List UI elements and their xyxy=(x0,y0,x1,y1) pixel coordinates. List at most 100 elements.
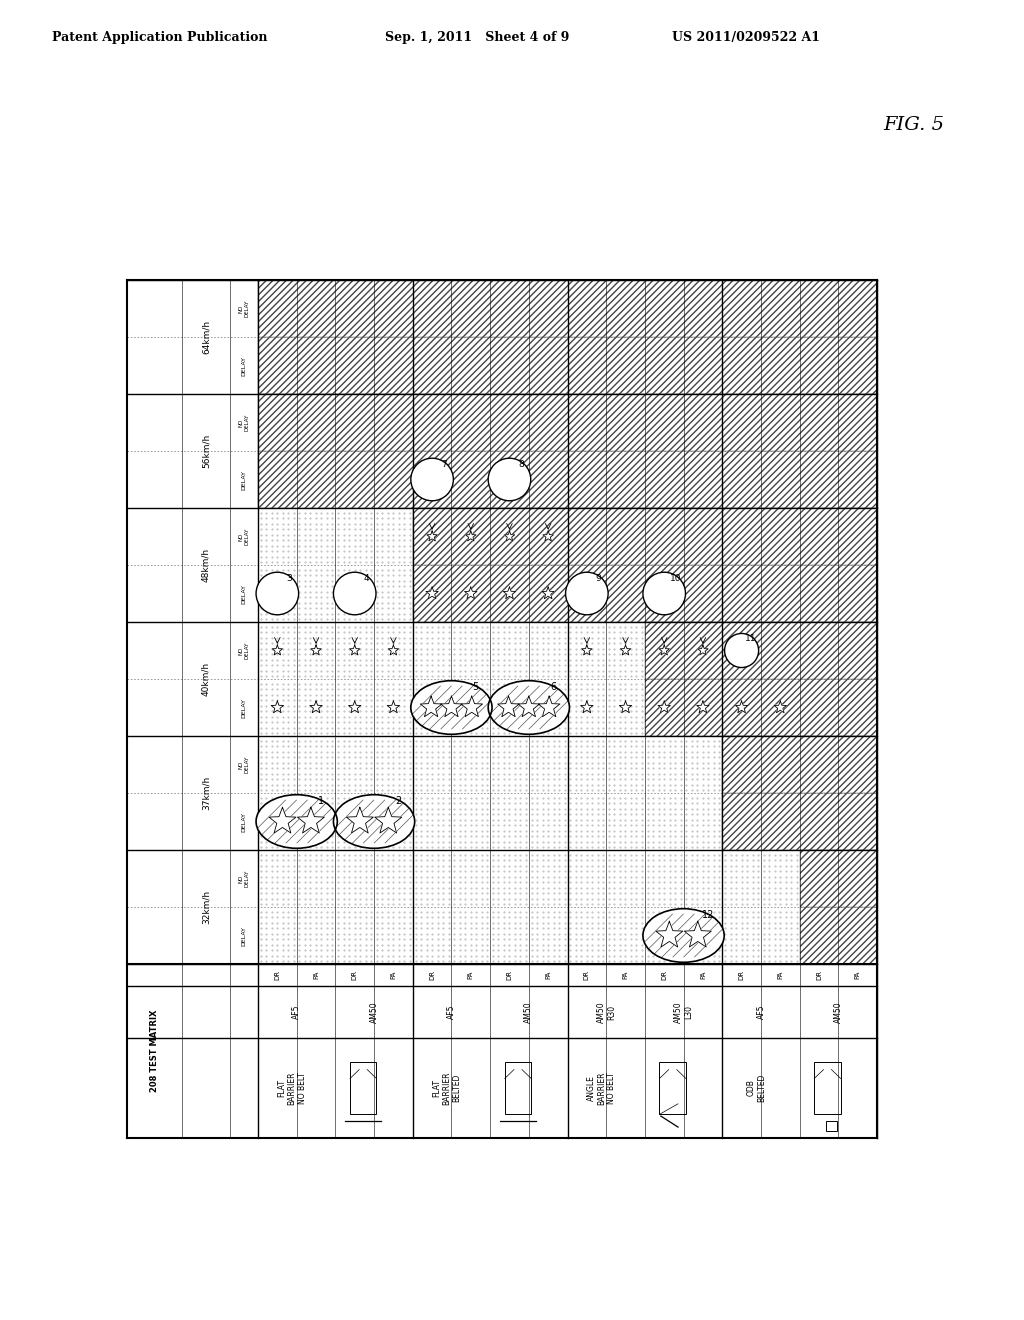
Polygon shape xyxy=(346,808,374,833)
Polygon shape xyxy=(620,701,632,713)
Text: DELAY: DELAY xyxy=(242,925,247,945)
Text: 6: 6 xyxy=(550,682,556,693)
Polygon shape xyxy=(498,696,519,717)
Text: 11: 11 xyxy=(745,634,757,643)
Polygon shape xyxy=(543,531,553,541)
Text: 7: 7 xyxy=(441,461,446,469)
Text: PA: PA xyxy=(623,970,629,979)
Text: 8: 8 xyxy=(518,461,524,469)
Bar xyxy=(413,508,877,565)
Text: 32km/h: 32km/h xyxy=(202,890,211,924)
Text: 40km/h: 40km/h xyxy=(202,661,211,696)
Polygon shape xyxy=(658,701,671,713)
Text: AM50
R30: AM50 R30 xyxy=(597,1001,615,1023)
Polygon shape xyxy=(349,645,360,655)
Bar xyxy=(645,622,877,678)
Ellipse shape xyxy=(411,681,493,734)
Polygon shape xyxy=(426,587,438,599)
Text: NO
DELAY: NO DELAY xyxy=(239,642,250,659)
Circle shape xyxy=(565,573,608,615)
Text: NO
DELAY: NO DELAY xyxy=(239,528,250,545)
Bar xyxy=(413,565,877,622)
Text: DELAY: DELAY xyxy=(242,812,247,832)
Text: PA: PA xyxy=(390,970,396,979)
Polygon shape xyxy=(440,696,462,717)
Bar xyxy=(258,451,877,508)
Text: AM50: AM50 xyxy=(834,1001,843,1023)
Polygon shape xyxy=(774,701,786,713)
Circle shape xyxy=(488,458,530,500)
Text: DELAY: DELAY xyxy=(242,583,247,603)
Circle shape xyxy=(643,573,685,615)
Polygon shape xyxy=(542,587,554,599)
Text: AF5: AF5 xyxy=(446,1005,456,1019)
Text: NO
DELAY: NO DELAY xyxy=(239,756,250,774)
Polygon shape xyxy=(311,645,322,655)
Ellipse shape xyxy=(488,681,569,734)
Text: 9: 9 xyxy=(596,574,601,583)
Polygon shape xyxy=(310,701,323,713)
Polygon shape xyxy=(387,701,399,713)
Polygon shape xyxy=(348,701,360,713)
Bar xyxy=(645,678,877,737)
Text: DR: DR xyxy=(429,970,435,979)
Polygon shape xyxy=(466,531,476,541)
Bar xyxy=(722,737,877,793)
Ellipse shape xyxy=(643,908,724,962)
Polygon shape xyxy=(427,531,437,541)
Text: 5: 5 xyxy=(473,682,479,693)
Text: PA: PA xyxy=(468,970,474,979)
Circle shape xyxy=(725,634,759,668)
Text: 10: 10 xyxy=(670,574,682,583)
Bar xyxy=(127,280,877,1138)
Polygon shape xyxy=(697,645,709,655)
Polygon shape xyxy=(375,808,401,833)
Polygon shape xyxy=(465,587,477,599)
Text: 3: 3 xyxy=(286,574,292,583)
Text: FLAT
BARRIER
NO BELT: FLAT BARRIER NO BELT xyxy=(278,1072,307,1105)
Bar xyxy=(722,793,877,850)
Polygon shape xyxy=(388,645,398,655)
Polygon shape xyxy=(582,645,592,655)
Text: DELAY: DELAY xyxy=(242,697,247,718)
Polygon shape xyxy=(581,701,593,713)
Text: FIG. 5: FIG. 5 xyxy=(883,116,944,135)
Ellipse shape xyxy=(334,795,415,849)
Bar xyxy=(258,337,877,393)
Polygon shape xyxy=(684,921,712,946)
Text: DR: DR xyxy=(738,970,744,979)
Text: ODB
BELTED: ODB BELTED xyxy=(746,1073,766,1102)
Text: US 2011/0209522 A1: US 2011/0209522 A1 xyxy=(672,30,820,44)
Ellipse shape xyxy=(256,795,337,849)
Bar xyxy=(826,1121,837,1131)
Bar xyxy=(350,1061,377,1114)
Polygon shape xyxy=(271,701,284,713)
Text: AF5: AF5 xyxy=(757,1005,765,1019)
Bar xyxy=(659,1061,686,1114)
Text: 12: 12 xyxy=(701,911,714,920)
Text: 208 TEST MATRIX: 208 TEST MATRIX xyxy=(150,1010,159,1092)
Text: DR: DR xyxy=(351,970,357,979)
Bar xyxy=(258,280,877,337)
Polygon shape xyxy=(696,701,709,713)
Polygon shape xyxy=(269,808,296,833)
Text: 64km/h: 64km/h xyxy=(202,319,211,354)
Text: 1: 1 xyxy=(318,796,325,807)
Text: DR: DR xyxy=(584,970,590,979)
Polygon shape xyxy=(518,696,540,717)
Polygon shape xyxy=(659,645,670,655)
Polygon shape xyxy=(735,701,748,713)
Text: Sep. 1, 2011   Sheet 4 of 9: Sep. 1, 2011 Sheet 4 of 9 xyxy=(385,30,569,44)
Bar xyxy=(258,393,877,451)
Text: NO
DELAY: NO DELAY xyxy=(239,413,250,432)
Circle shape xyxy=(334,573,376,615)
Polygon shape xyxy=(461,696,482,717)
Bar xyxy=(800,850,877,907)
Text: AM50: AM50 xyxy=(524,1001,534,1023)
Bar xyxy=(814,1061,841,1114)
Text: 2: 2 xyxy=(395,796,401,807)
Text: PA: PA xyxy=(313,970,319,979)
Text: 56km/h: 56km/h xyxy=(202,434,211,469)
Text: DELAY: DELAY xyxy=(242,355,247,375)
Text: PA: PA xyxy=(777,970,783,979)
